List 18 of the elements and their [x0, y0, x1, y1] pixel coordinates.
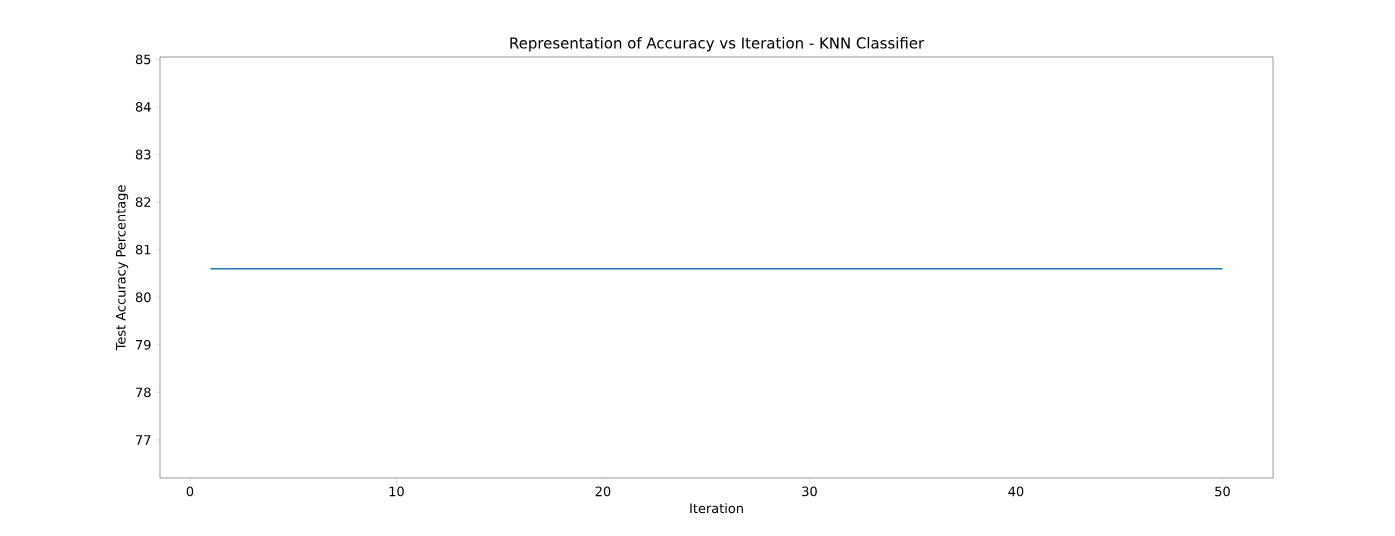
y-tick-label: 85: [135, 54, 151, 65]
y-tick-label: 80: [135, 292, 151, 303]
y-tick-label: 79: [136, 339, 151, 350]
x-tick-label: 40: [1008, 486, 1024, 497]
x-tick-label: 20: [595, 486, 611, 497]
x-tick-label: 10: [389, 486, 404, 497]
y-tick-label: 82: [135, 197, 151, 207]
y-tick-label: 77: [136, 435, 151, 445]
x-tick-label: 30: [802, 486, 817, 497]
x-tick-label: 50: [1215, 486, 1230, 497]
y-tick-label: 84: [135, 102, 151, 112]
chart-title: Representation of Accuracy vs Iteration - KNN Classifier: [510, 37, 925, 52]
y-tick-label: 83: [135, 149, 151, 160]
y-axis-title: Test Accuracy Percentage: [116, 185, 129, 351]
y-tick-label: 78: [136, 387, 151, 398]
y-tick-label: 81: [135, 244, 151, 255]
x-tick-label: 0: [186, 486, 194, 497]
x-axis-title: Iteration: [690, 503, 743, 514]
